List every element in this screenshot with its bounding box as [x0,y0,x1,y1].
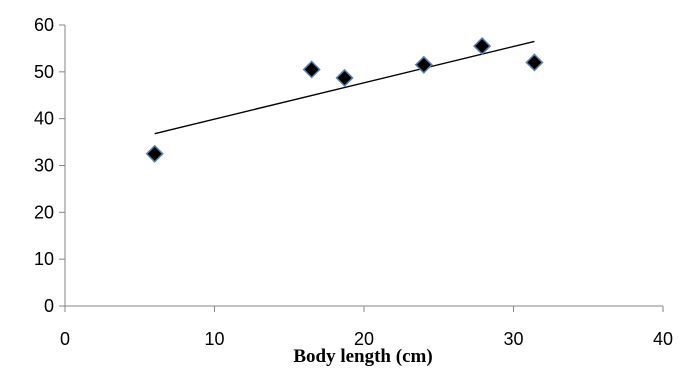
chart-axes [59,24,664,312]
x-tick-label: 20 [354,329,374,349]
y-tick-label: 50 [34,62,54,82]
x-tick-label: 40 [653,329,673,349]
trendline [154,40,535,135]
y-tick-label: 40 [34,109,54,129]
y-tick-label: 10 [34,249,54,269]
x-axis-label: Body length (cm) [293,346,432,367]
data-point [414,55,433,74]
y-tick-label: 0 [44,296,54,316]
data-point [525,53,544,72]
x-tick-label: 10 [204,329,224,349]
trendline-group [154,40,535,135]
x-tick-label: 30 [503,329,523,349]
data-point [302,60,321,79]
tick-labels: 0 10 20 30 40 50 60 0 10 20 30 40 [34,15,673,349]
data-point [473,37,492,56]
data-point [145,144,164,163]
data-point [335,68,354,87]
data-points [145,37,544,163]
y-tick-label: 60 [34,15,54,35]
y-tick-label: 30 [34,156,54,176]
y-tick-label: 20 [34,202,54,222]
x-tick-label: 0 [60,329,70,349]
